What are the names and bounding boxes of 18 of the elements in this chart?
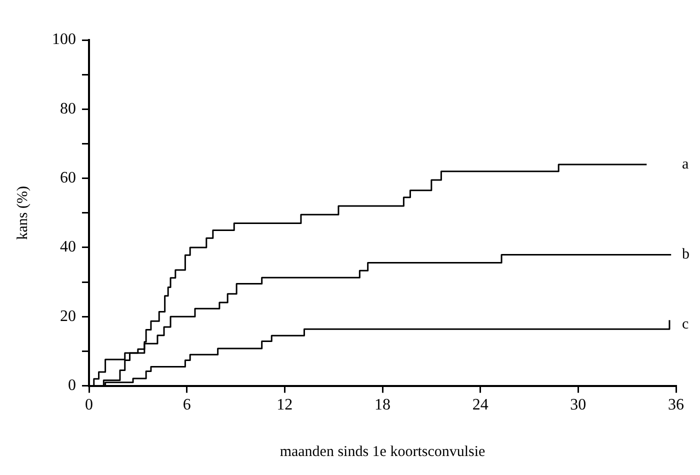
text: a [682,156,689,172]
x-tick-label: 18 [374,396,390,414]
x-tick-label: 6 [182,396,191,414]
x-tick-label: 30 [570,396,586,414]
x-axis-title: maanden sinds 1e koortsconvulsie [280,444,486,460]
y-tick-label: 80 [60,100,76,118]
y-tick-label: 40 [60,238,76,256]
x-tick-label: 24 [472,396,488,414]
y-tick-label: 60 [60,170,76,187]
x-tick-label: 12 [276,396,293,414]
x-tick-label: 0 [85,396,93,414]
y-axis-title: kans (%) [14,186,31,240]
y-tick-label: 100 [52,31,76,48]
y-tick-label: 0 [68,377,76,394]
series-label: b [682,246,690,263]
y-tick-label: 20 [60,308,76,325]
series-label: c [682,316,689,333]
x-tick-label: 36 [668,396,684,414]
